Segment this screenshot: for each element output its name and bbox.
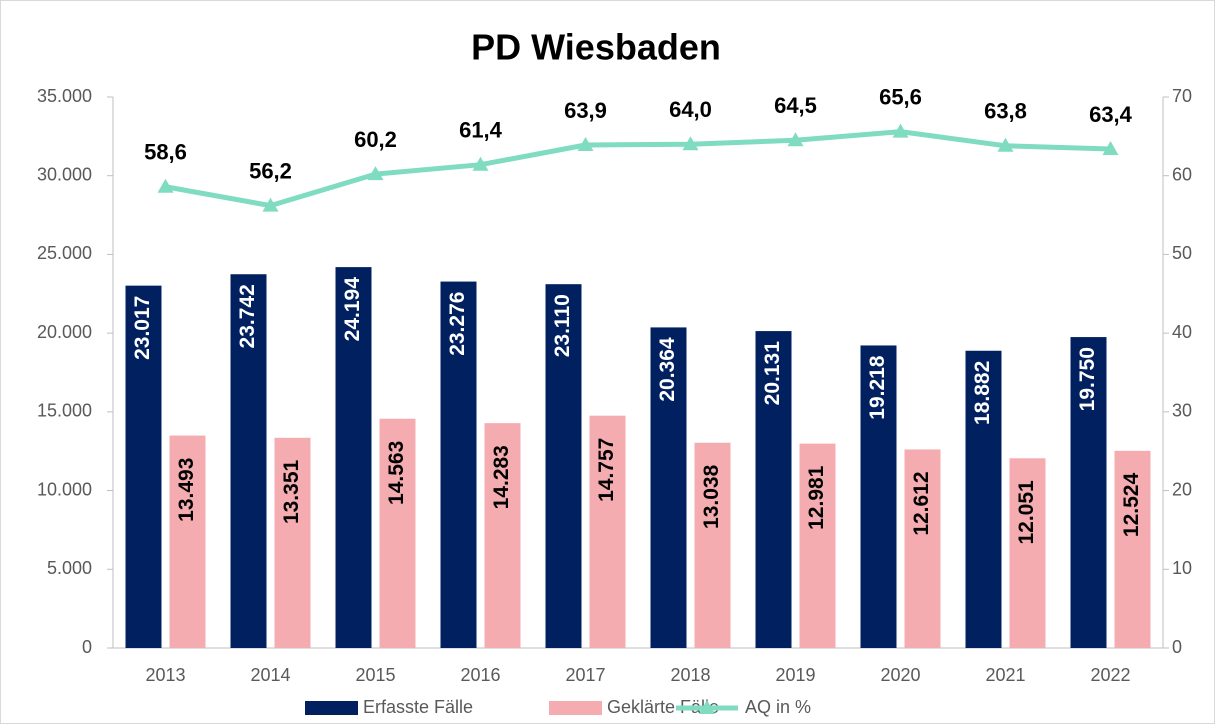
line-marker bbox=[577, 137, 594, 152]
line-marker bbox=[262, 197, 279, 212]
line-value-label: 58,6 bbox=[144, 140, 187, 165]
bar-value-label: 23.017 bbox=[131, 296, 154, 360]
y2-tick-label: 70 bbox=[1172, 86, 1192, 106]
legend-marker bbox=[699, 700, 715, 714]
bar-value-label: 19.750 bbox=[1076, 347, 1099, 411]
y2-tick-label: 60 bbox=[1172, 164, 1192, 184]
x-tick-label: 2018 bbox=[670, 665, 710, 685]
line-value-label: 61,4 bbox=[459, 118, 503, 143]
bar bbox=[484, 423, 521, 648]
y2-tick-label: 50 bbox=[1172, 243, 1192, 263]
bar bbox=[274, 437, 311, 648]
y2-tick-label: 40 bbox=[1172, 322, 1192, 342]
bar-value-label: 20.131 bbox=[761, 341, 784, 406]
bar-value-label: 12.612 bbox=[910, 471, 933, 535]
y-tick-label: 0 bbox=[82, 637, 92, 657]
legend-swatch bbox=[305, 701, 358, 715]
bar-value-label: 14.563 bbox=[385, 441, 408, 505]
y2-tick-label: 10 bbox=[1172, 558, 1192, 578]
bar bbox=[169, 435, 206, 648]
bar bbox=[1070, 337, 1107, 648]
y-tick-label: 10.000 bbox=[37, 479, 92, 499]
bar bbox=[1009, 458, 1046, 648]
legend-label: Erfasste Fälle bbox=[363, 697, 473, 717]
legend-swatch bbox=[549, 701, 602, 715]
y-tick-label: 20.000 bbox=[37, 322, 92, 342]
line-value-label: 63,9 bbox=[564, 98, 607, 123]
x-tick-label: 2014 bbox=[250, 665, 290, 685]
x-tick-label: 2013 bbox=[145, 665, 185, 685]
bar bbox=[1114, 450, 1151, 648]
bar-value-label: 12.524 bbox=[1120, 473, 1143, 538]
bar-value-label: 18.882 bbox=[971, 361, 994, 425]
bar-value-label: 23.110 bbox=[551, 294, 574, 357]
legend-label: Geklärte Fälle bbox=[607, 697, 719, 717]
x-tick-label: 2022 bbox=[1090, 665, 1130, 685]
y-tick-label: 30.000 bbox=[37, 164, 92, 184]
legend-label: AQ in % bbox=[745, 697, 811, 717]
x-tick-label: 2016 bbox=[460, 665, 500, 685]
line-value-label: 63,8 bbox=[984, 99, 1027, 124]
bar bbox=[335, 267, 372, 648]
line-value-label: 56,2 bbox=[249, 158, 292, 183]
y-tick-label: 5.000 bbox=[47, 558, 92, 578]
bar-value-label: 14.757 bbox=[595, 438, 618, 502]
chart-title: PD Wiesbaden bbox=[471, 27, 721, 68]
line-marker bbox=[682, 136, 699, 151]
y2-tick-label: 0 bbox=[1172, 637, 1182, 657]
line-value-label: 64,0 bbox=[669, 97, 712, 122]
bar bbox=[125, 285, 162, 648]
bar bbox=[755, 331, 792, 648]
line-value-label: 63,4 bbox=[1089, 102, 1133, 127]
line-marker bbox=[472, 156, 489, 171]
bar-value-label: 24.194 bbox=[341, 277, 364, 342]
line-value-label: 64,5 bbox=[774, 93, 817, 118]
bar-value-label: 23.742 bbox=[236, 284, 259, 348]
bar-value-label: 20.364 bbox=[656, 337, 679, 402]
line bbox=[165, 129, 1111, 209]
bar bbox=[799, 443, 836, 648]
bar-value-label: 14.283 bbox=[490, 445, 513, 509]
x-tick-label: 2021 bbox=[985, 665, 1025, 685]
bar bbox=[230, 274, 267, 648]
line-marker bbox=[157, 178, 174, 193]
line-marker bbox=[787, 132, 804, 147]
line-marker bbox=[1102, 140, 1119, 155]
bar bbox=[379, 418, 416, 648]
bar-value-label: 12.051 bbox=[1015, 480, 1038, 545]
bar-value-label: 13.038 bbox=[700, 464, 723, 529]
bar-value-label: 13.351 bbox=[280, 460, 303, 525]
line-value-label: 65,6 bbox=[879, 84, 922, 109]
bar bbox=[965, 350, 1002, 648]
bar-value-label: 19.218 bbox=[866, 355, 889, 420]
y-tick-label: 35.000 bbox=[37, 86, 92, 106]
y2-tick-label: 30 bbox=[1172, 401, 1192, 421]
y2-tick-label: 20 bbox=[1172, 479, 1192, 499]
line-marker bbox=[892, 123, 909, 138]
line-value-label: 60,2 bbox=[354, 127, 397, 152]
x-tick-label: 2019 bbox=[775, 665, 815, 685]
x-tick-label: 2020 bbox=[880, 665, 920, 685]
y-tick-label: 15.000 bbox=[37, 401, 92, 421]
bar bbox=[545, 284, 582, 648]
bar bbox=[650, 327, 687, 648]
bar bbox=[589, 415, 626, 648]
bar-value-label: 12.981 bbox=[805, 465, 828, 530]
y-tick-label: 25.000 bbox=[37, 243, 92, 263]
bar-value-label: 13.493 bbox=[175, 458, 198, 522]
bar bbox=[440, 281, 477, 648]
bar bbox=[860, 345, 897, 648]
bar bbox=[694, 442, 731, 648]
bar-value-label: 23.276 bbox=[446, 292, 469, 356]
line-marker bbox=[997, 137, 1014, 152]
x-tick-label: 2017 bbox=[565, 665, 605, 685]
x-tick-label: 2015 bbox=[355, 665, 395, 685]
line-marker bbox=[367, 166, 384, 181]
bar bbox=[904, 449, 941, 648]
